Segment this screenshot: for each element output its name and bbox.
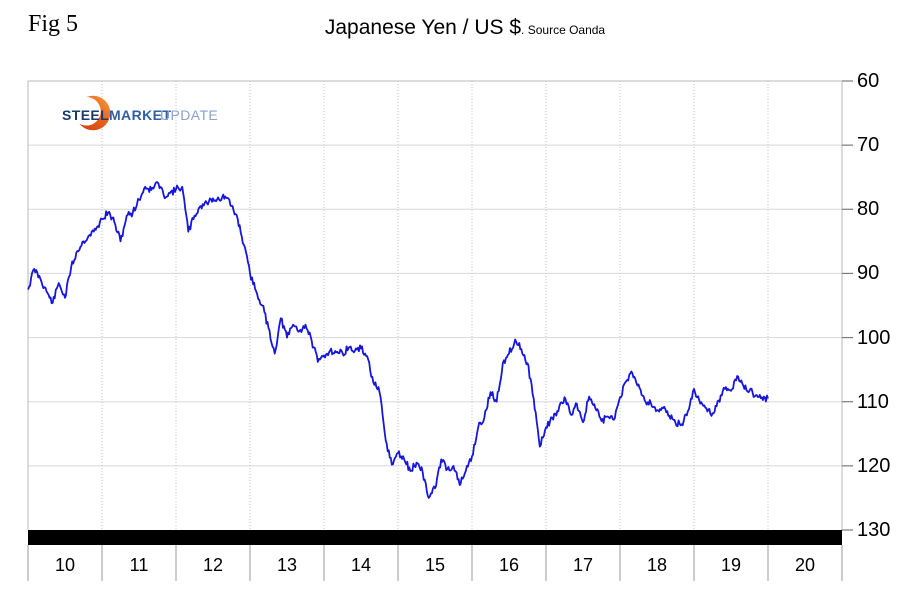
chart-title: Japanese Yen / US $. Source Oanda <box>28 16 902 40</box>
chart-source-note: Source Oanda <box>524 23 606 37</box>
x-tick-label: 14 <box>350 555 372 575</box>
crescent-icon <box>74 95 111 131</box>
logo-word-market: MARKET <box>109 107 172 123</box>
x-tick-label: 16 <box>498 555 520 575</box>
logo-word-update: UPDATE <box>160 107 219 123</box>
x-tick-label: 11 <box>129 555 149 575</box>
x-tick-label: 12 <box>202 555 224 575</box>
y-tick-label: 110 <box>857 391 889 413</box>
y-tick-label: 90 <box>857 262 880 284</box>
x-tick-label: 18 <box>646 555 668 575</box>
chart-title-main: Japanese Yen / US $ <box>324 16 522 39</box>
smu-logo: STEEL MARKET UPDATE <box>52 92 222 136</box>
x-tick-label: 15 <box>424 555 446 575</box>
x-tick-label: 19 <box>720 555 742 575</box>
logo-word-steel: STEEL <box>62 107 110 123</box>
y-tick-label: 100 <box>857 327 891 349</box>
price-line <box>27 181 769 499</box>
bottom-black-bar <box>28 530 842 545</box>
y-tick-label: 130 <box>857 519 891 541</box>
figure-number-label: Fig 5 <box>28 11 79 37</box>
x-tick-label: 13 <box>276 555 298 575</box>
x-tick-label: 20 <box>794 555 816 575</box>
x-tick-label: 10 <box>54 555 76 575</box>
y-tick-label: 60 <box>857 70 880 92</box>
x-tick-label: 17 <box>572 555 594 575</box>
y-tick-label: 80 <box>857 198 880 220</box>
y-tick-label: 70 <box>857 134 880 156</box>
title-separator: . <box>521 23 525 37</box>
y-tick-label: 120 <box>857 455 891 477</box>
